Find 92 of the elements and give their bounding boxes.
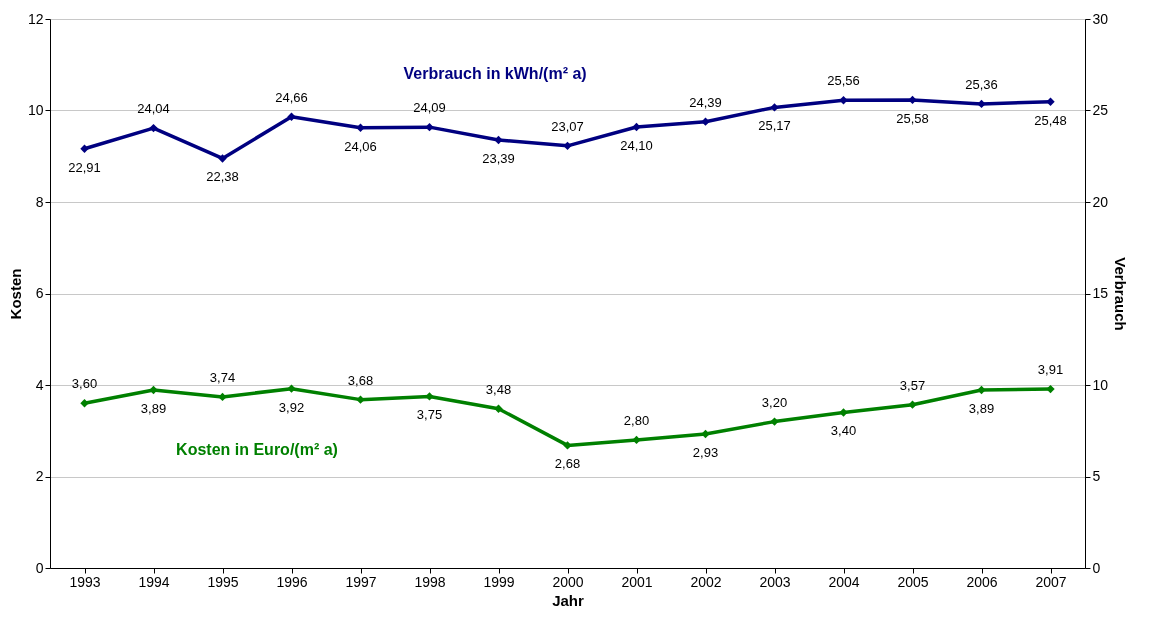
y2-tick-label: 25 bbox=[1092, 102, 1109, 118]
data-label: 23,07 bbox=[551, 118, 584, 134]
point bbox=[494, 135, 503, 145]
x-tick-label: 2005 bbox=[897, 573, 929, 590]
data-label: 3,20 bbox=[761, 394, 788, 410]
y-tick-label: 10 bbox=[27, 102, 44, 118]
y-tick-label: 8 bbox=[35, 193, 44, 210]
data-label: 2,80 bbox=[623, 412, 650, 428]
data-label: 3,92 bbox=[278, 399, 305, 415]
data-label: 2,68 bbox=[554, 456, 581, 472]
point bbox=[632, 122, 641, 132]
point bbox=[908, 400, 917, 409]
x-tick-label: 2000 bbox=[552, 573, 584, 590]
y2-tick-label: 5 bbox=[1092, 468, 1101, 484]
point bbox=[287, 112, 296, 121]
data-label: 25,17 bbox=[758, 118, 791, 134]
y-tick-label: 0 bbox=[35, 559, 44, 576]
data-label: 24,10 bbox=[620, 137, 653, 153]
data-label: 3,48 bbox=[485, 381, 512, 397]
y2-tick-label: 30 bbox=[1092, 10, 1109, 27]
data-label: 2,93 bbox=[692, 444, 719, 460]
data-label: 23,39 bbox=[482, 150, 515, 166]
point bbox=[287, 384, 296, 393]
point bbox=[149, 123, 158, 133]
y2-axis-title: Verbrauch bbox=[1112, 257, 1130, 331]
data-label: 24,06 bbox=[344, 138, 377, 154]
y2-tick-label: 10 bbox=[1092, 376, 1109, 393]
point bbox=[839, 408, 848, 417]
x-axis-title: Jahr bbox=[552, 591, 584, 609]
x-tick-label: 2004 bbox=[828, 573, 860, 590]
y-tick-label: 2 bbox=[35, 468, 44, 484]
x-tick-label: 2001 bbox=[621, 573, 653, 590]
data-label: 24,39 bbox=[689, 94, 722, 110]
data-label: 25,48 bbox=[1034, 112, 1067, 128]
point bbox=[356, 123, 365, 132]
y-axis-title: Kosten bbox=[6, 268, 24, 320]
data-label: 25,36 bbox=[965, 76, 998, 92]
y2-tick-label: 20 bbox=[1092, 193, 1109, 210]
data-label: 3,60 bbox=[71, 376, 98, 392]
point bbox=[977, 385, 986, 395]
point bbox=[80, 144, 89, 153]
point bbox=[149, 385, 158, 395]
x-tick-label: 1999 bbox=[483, 573, 515, 590]
x-tick-label: 1998 bbox=[414, 573, 446, 590]
point bbox=[977, 99, 986, 109]
data-label: 24,04 bbox=[137, 101, 170, 117]
data-label: 22,91 bbox=[68, 159, 101, 175]
y-tick-label: 6 bbox=[35, 285, 44, 301]
x-tick-label: 2006 bbox=[966, 573, 998, 590]
point bbox=[908, 95, 917, 105]
point bbox=[494, 404, 503, 413]
x-tick-label: 2002 bbox=[690, 573, 722, 590]
x-tick-label: 1994 bbox=[138, 573, 170, 590]
data-label: 3,68 bbox=[347, 372, 374, 388]
y-tick-label: 12 bbox=[27, 10, 44, 27]
x-tick-label: 1997 bbox=[345, 573, 377, 590]
point bbox=[839, 96, 848, 105]
data-label: 25,56 bbox=[827, 73, 860, 89]
point bbox=[218, 392, 227, 402]
data-label: 3,89 bbox=[968, 401, 995, 417]
text: Verbrauch in kWh/(m² a) bbox=[403, 64, 587, 82]
y-tick-label: 4 bbox=[35, 376, 44, 393]
x-tick-label: 2003 bbox=[759, 573, 791, 590]
point bbox=[356, 395, 365, 404]
data-label: 25,58 bbox=[896, 110, 929, 126]
point bbox=[632, 435, 641, 445]
y2-tick-label: 15 bbox=[1092, 285, 1109, 301]
x-tick-label: 1996 bbox=[276, 573, 308, 590]
point bbox=[701, 429, 710, 439]
data-label: 3,91 bbox=[1037, 362, 1064, 378]
point bbox=[1046, 384, 1055, 394]
data-label: 22,38 bbox=[206, 169, 239, 185]
data-label: 24,09 bbox=[413, 100, 446, 116]
y2-tick-label: 0 bbox=[1092, 559, 1101, 576]
point bbox=[80, 399, 89, 408]
data-label: 3,75 bbox=[416, 407, 443, 423]
point bbox=[770, 417, 779, 426]
point bbox=[563, 141, 572, 150]
data-label: 3,74 bbox=[209, 369, 236, 385]
point bbox=[1046, 97, 1055, 106]
x-tick-label: 2007 bbox=[1035, 573, 1067, 590]
point bbox=[425, 122, 434, 132]
text: Kosten in Euro/(m² a) bbox=[176, 440, 338, 458]
point bbox=[701, 117, 710, 126]
data-label: 3,40 bbox=[830, 423, 857, 439]
data-label: 24,66 bbox=[275, 89, 308, 105]
data-label: 3,89 bbox=[140, 401, 167, 417]
x-tick-label: 1995 bbox=[207, 573, 239, 590]
point bbox=[770, 103, 779, 112]
point bbox=[218, 154, 227, 163]
data-label: 3,57 bbox=[899, 377, 926, 393]
x-tick-label: 1993 bbox=[69, 573, 101, 590]
